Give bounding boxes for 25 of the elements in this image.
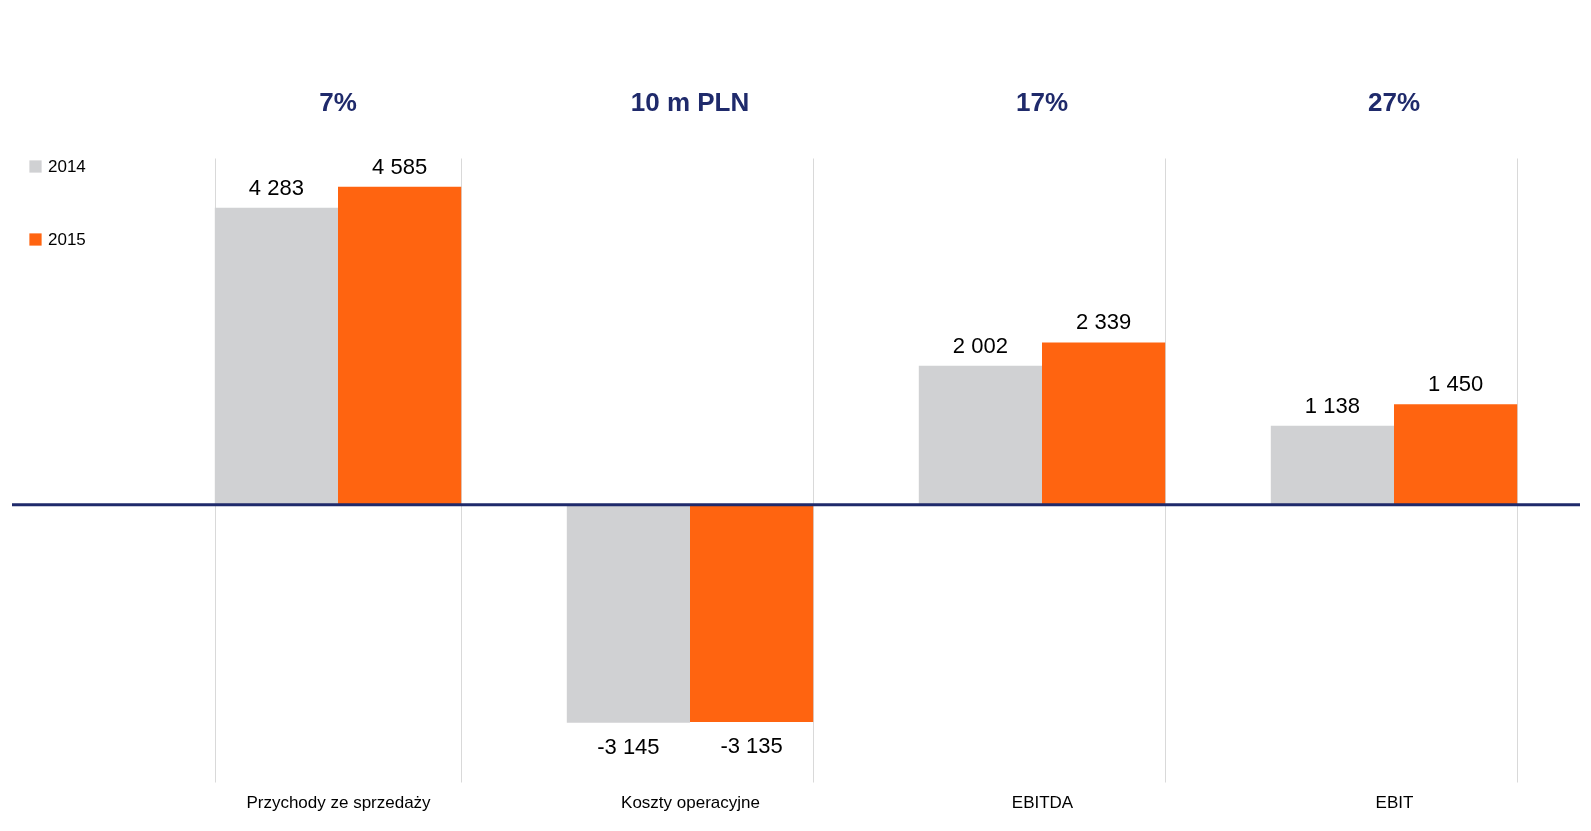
text: 27% bbox=[1367, 87, 1421, 117]
data-label: 4 585 bbox=[372, 153, 428, 179]
x-tick-label: Koszty operacyjne bbox=[621, 792, 760, 812]
data-label: 1 450 bbox=[1428, 371, 1484, 397]
bar bbox=[690, 504, 814, 723]
bar bbox=[1270, 425, 1394, 505]
legend-label: 2014 bbox=[48, 156, 86, 176]
data-label: 4 283 bbox=[248, 174, 304, 200]
x-tick-label: EBIT bbox=[1375, 792, 1414, 812]
bar bbox=[338, 186, 462, 505]
text: 17% bbox=[1015, 87, 1069, 117]
text: 7% bbox=[319, 87, 357, 117]
bar bbox=[1042, 342, 1166, 505]
bar bbox=[1394, 404, 1518, 505]
data-label: 2 002 bbox=[952, 332, 1008, 358]
data-label: -3 145 bbox=[597, 733, 660, 759]
text: 10 m PLN bbox=[630, 87, 750, 117]
data-label: 1 138 bbox=[1304, 392, 1360, 418]
legend-label: 2015 bbox=[48, 229, 86, 249]
x-tick-label: EBITDA bbox=[1011, 792, 1074, 812]
x-tick-label: Przychody ze sprzedaży bbox=[246, 792, 432, 812]
data-label: -3 135 bbox=[720, 733, 783, 759]
bar bbox=[918, 365, 1042, 505]
data-label: 2 339 bbox=[1076, 309, 1132, 335]
bar bbox=[566, 504, 690, 723]
